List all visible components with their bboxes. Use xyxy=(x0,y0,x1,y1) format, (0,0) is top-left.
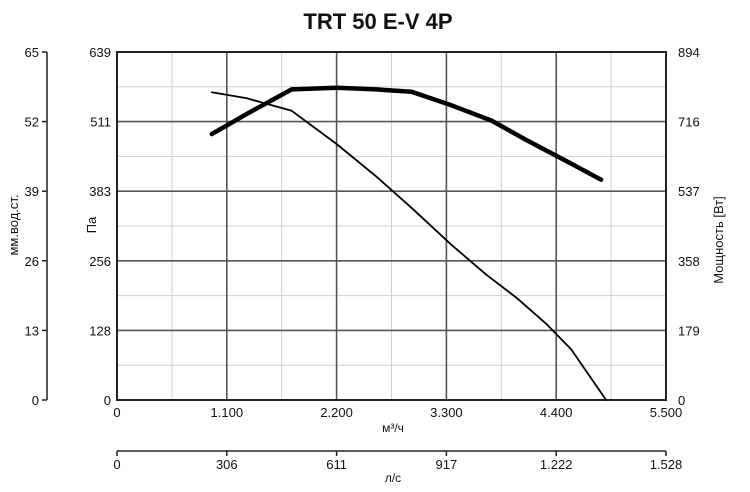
y-axis-label-left-inner: Па xyxy=(84,216,99,233)
chart-title: TRT 50 E-V 4P xyxy=(303,9,452,34)
y-tick-label-left-outer: 0 xyxy=(32,393,39,408)
y-tick-label-left-outer: 13 xyxy=(25,323,39,338)
x-tick-label-secondary: 306 xyxy=(216,457,238,472)
x-tick-label-secondary: 1.222 xyxy=(540,457,573,472)
grid xyxy=(117,52,666,400)
x-tick-label-primary: 1.100 xyxy=(211,405,244,420)
x-axis-label-secondary: л/с xyxy=(385,471,401,485)
x-tick-label-secondary: 0 xyxy=(113,457,120,472)
pressure-curve-line xyxy=(210,91,607,401)
y-tick-label-right: 716 xyxy=(678,115,700,130)
y-tick-label-left-outer: 39 xyxy=(25,184,39,199)
x-tick-label-primary: 0 xyxy=(113,405,120,420)
y-tick-label-left-outer: 65 xyxy=(25,45,39,60)
x-tick-label-primary: 2.200 xyxy=(320,405,353,420)
power-curve-line xyxy=(209,85,604,182)
y-tick-label-right: 0 xyxy=(678,393,685,408)
y-tick-label-left-inner: 639 xyxy=(89,45,111,60)
y-tick-label-right: 537 xyxy=(678,184,700,199)
y-tick-label-left-outer: 52 xyxy=(25,115,39,130)
x-tick-label-primary: 4.400 xyxy=(540,405,573,420)
axes xyxy=(42,51,667,456)
x-axis-label-primary: м³/ч xyxy=(382,421,404,435)
x-tick-label-primary: 5.500 xyxy=(650,405,683,420)
x-tick-label-secondary: 1.528 xyxy=(650,457,683,472)
plot-frame xyxy=(116,51,667,401)
y-tick-label-left-inner: 383 xyxy=(89,184,111,199)
y-tick-label-right: 358 xyxy=(678,254,700,269)
x-tick-label-secondary: 917 xyxy=(436,457,458,472)
y-tick-label-right: 179 xyxy=(678,323,700,338)
series-lines xyxy=(209,85,607,401)
y-tick-label-left-inner: 0 xyxy=(104,393,111,408)
y-axis-label-left-outer: мм.вод.ст. xyxy=(6,194,21,255)
y-tick-label-left-inner: 511 xyxy=(90,115,111,130)
y-tick-label-left-inner: 256 xyxy=(89,254,111,269)
x-tick-label-primary: 3.300 xyxy=(430,405,463,420)
tick-labels: 0 13 26 39 52 65 0 128 256 383 511 639 0 179 358 537 716… xyxy=(25,45,700,472)
x-tick-label-secondary: 611 xyxy=(326,457,347,472)
y-tick-label-right: 894 xyxy=(678,45,700,60)
y-tick-label-left-outer: 26 xyxy=(25,254,39,269)
y-tick-label-left-inner: 128 xyxy=(89,323,111,338)
y-axis-label-right: Мощность [Вт] xyxy=(711,196,726,284)
